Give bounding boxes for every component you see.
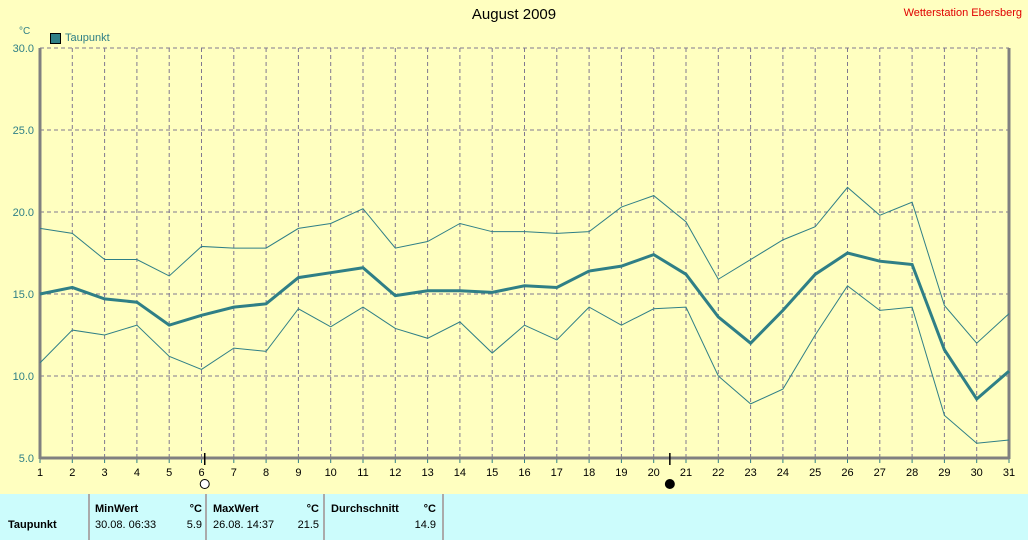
x-tick-label: 30: [971, 467, 983, 479]
y-tick-label: 10.0: [13, 371, 34, 383]
min-header: MinWert: [95, 503, 139, 515]
x-tick-label: 11: [357, 467, 368, 479]
legend: Taupunkt: [50, 32, 110, 44]
series-line-taupunkt: [39, 251, 1010, 402]
y-tick-label: 20.0: [13, 207, 34, 219]
x-tick-label: 28: [906, 467, 918, 479]
x-tick-label: 24: [777, 467, 789, 479]
x-tick-label: 31: [1003, 467, 1015, 479]
x-tick-label: 5: [166, 467, 172, 479]
y-tick-label: 5.0: [19, 453, 34, 465]
max-time: 26.08. 14:37: [213, 519, 275, 531]
chart-title: August 2009: [471, 6, 557, 23]
x-tick-label: 9: [295, 467, 301, 479]
legend-label: Taupunkt: [65, 32, 110, 44]
x-tick-label: 17: [551, 467, 563, 479]
y-tick-label: 25.0: [13, 125, 34, 137]
x-tick-label: 2: [69, 467, 75, 479]
new-moon-icon: [664, 479, 675, 489]
x-tick-label: 1: [37, 467, 43, 479]
series-line-taupunkt-max: [39, 186, 1010, 344]
full-moon-icon: [199, 479, 210, 489]
min-column: MinWert °C 30.08. 06:33 5.9: [88, 494, 206, 540]
x-tick-label: 12: [389, 467, 401, 479]
stats-table: Taupunkt MinWert °C 30.08. 06:33 5.9 Max…: [0, 494, 1028, 540]
x-tick-label: 8: [263, 467, 269, 479]
x-tick-label: 27: [874, 467, 886, 479]
min-unit: °C: [189, 503, 202, 515]
x-tick-label: 25: [809, 467, 821, 479]
station-name: Wetterstation Ebersberg: [903, 7, 1022, 19]
max-header: MaxWert: [213, 503, 259, 515]
x-tick-label: 14: [454, 467, 466, 479]
x-tick-label: 10: [325, 467, 337, 479]
min-time: 30.08. 06:33: [95, 519, 157, 531]
min-value: 5.9: [186, 519, 202, 531]
x-tick-label: 15: [486, 467, 498, 479]
avg-column: Durchschnitt °C 14.9: [323, 494, 444, 540]
x-tick-label: 7: [231, 467, 237, 479]
y-axis-unit: °C: [19, 26, 31, 37]
y-tick-label: 30.0: [13, 43, 34, 55]
x-tick-label: 22: [712, 467, 724, 479]
max-column: MaxWert °C 26.08. 14:37 21.5: [205, 494, 323, 540]
x-tick-label: 23: [744, 467, 756, 479]
x-tick-label: 13: [421, 467, 433, 479]
x-tick-label: 26: [841, 467, 853, 479]
row-label: Taupunkt: [8, 519, 57, 531]
avg-header: Durchschnitt: [331, 503, 399, 515]
x-tick-label: 6: [198, 467, 204, 479]
avg-value: 14.9: [414, 519, 436, 531]
x-tick-label: 21: [680, 467, 692, 479]
x-tick-label: 29: [938, 467, 950, 479]
x-tick-label: 4: [134, 467, 140, 479]
series-line-taupunkt-min: [39, 285, 1010, 444]
x-tick-label: 16: [518, 467, 530, 479]
max-unit: °C: [306, 503, 319, 515]
x-tick-label: 3: [102, 467, 108, 479]
max-value: 21.5: [297, 519, 319, 531]
dew-point-chart: 5.010.015.020.025.030.01 2 3 4 5 6 7 8 9 10 11 12 13…: [13, 43, 1015, 489]
x-tick-label: 19: [615, 467, 627, 479]
y-tick-label: 15.0: [13, 289, 34, 301]
legend-swatch: [50, 32, 61, 44]
x-tick-label: 18: [583, 467, 595, 479]
x-tick-label: 20: [648, 467, 660, 479]
avg-unit: °C: [423, 503, 436, 515]
